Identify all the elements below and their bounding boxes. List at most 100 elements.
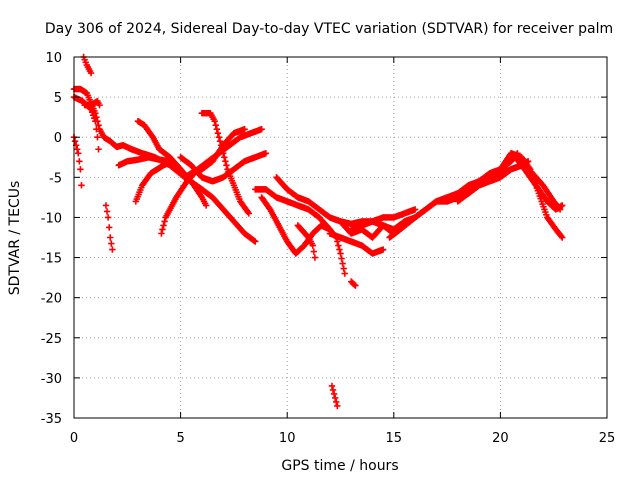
data-point: [214, 130, 222, 137]
series-arc-13: [198, 109, 253, 217]
data-point: [87, 69, 95, 77]
data-point: [331, 394, 339, 402]
data-point: [95, 146, 102, 153]
data-point: [75, 150, 82, 157]
series-arc-6: [102, 202, 116, 253]
data-point: [71, 138, 79, 145]
data-point: [168, 158, 176, 165]
x-tick-label: 10: [279, 431, 296, 446]
data-point: [77, 166, 84, 173]
y-axis-title: SDTVAR / TECUs: [7, 181, 23, 296]
data-point: [212, 121, 219, 129]
data-point: [221, 154, 228, 161]
data-point: [105, 224, 113, 231]
x-tick-label: 20: [492, 431, 509, 446]
data-point: [352, 282, 359, 289]
y-tick-label: 5: [54, 91, 62, 106]
y-tick-label: -15: [41, 252, 62, 267]
series-arc-7: [115, 154, 174, 169]
data-point: [93, 126, 100, 133]
data-point: [559, 234, 566, 241]
data-point: [220, 150, 227, 157]
chart-title: Day 306 of 2024, Sidereal Day-to-day VTE…: [45, 21, 613, 37]
data-point: [95, 121, 102, 129]
y-tick-label: -5: [49, 171, 62, 186]
series-arc-9: [132, 158, 176, 205]
series-arc-11: [177, 150, 270, 185]
data-point: [78, 182, 85, 189]
y-tick-label: 10: [45, 51, 62, 66]
x-tick-label: 25: [599, 431, 616, 446]
data-point: [310, 248, 318, 255]
data-point: [161, 218, 168, 225]
data-point: [333, 398, 340, 406]
x-axis-title: GPS time / hours: [281, 458, 398, 474]
data-point: [340, 265, 347, 272]
series-arc-5: [81, 97, 103, 109]
data-point: [262, 150, 270, 157]
data-point: [222, 158, 229, 165]
data-point: [215, 134, 223, 141]
data-point: [341, 270, 348, 277]
data-point: [556, 206, 564, 213]
data-point: [555, 205, 563, 212]
data-point: [252, 238, 259, 245]
y-tick-label: -20: [41, 292, 62, 307]
data-point: [102, 202, 110, 209]
series-arc-21: [347, 278, 359, 289]
y-tick-label: -10: [41, 211, 62, 226]
data-point: [351, 281, 358, 288]
data-point: [104, 214, 112, 221]
data-point: [311, 254, 319, 261]
data-point: [211, 117, 218, 125]
data-point: [223, 162, 230, 169]
y-tick-label: -30: [41, 372, 62, 387]
data-point: [76, 158, 83, 165]
data-point: [411, 206, 419, 213]
data-points: [70, 53, 566, 410]
series-arc-26: [328, 382, 341, 410]
series-arc-12: [181, 126, 248, 181]
data-point: [89, 111, 97, 119]
plot-border: [73, 56, 608, 419]
axis-ticks: 0 5 10 15 20 25 10 5 0 -5 -10 -15 -20 -25 -30 -35: [41, 51, 616, 446]
data-point: [329, 386, 337, 394]
data-point: [202, 202, 210, 209]
series-arc-18: [326, 230, 387, 257]
y-tick-label: 0: [54, 131, 62, 146]
data-point: [258, 126, 265, 133]
data-point: [216, 138, 224, 145]
y-tick-label: -25: [41, 332, 62, 347]
y-tick-label: -35: [41, 412, 62, 427]
series-arc-17: [294, 222, 319, 261]
x-tick-label: 15: [386, 431, 403, 446]
data-point: [107, 234, 114, 241]
data-point: [245, 210, 253, 217]
data-point: [108, 240, 115, 247]
data-point: [73, 146, 81, 153]
data-point: [218, 146, 226, 153]
data-point: [335, 242, 342, 249]
data-point: [94, 134, 101, 141]
data-point: [88, 108, 96, 116]
data-point: [92, 117, 99, 125]
data-point: [160, 222, 167, 229]
data-point: [158, 230, 165, 237]
data-point: [337, 250, 344, 257]
data-point: [339, 260, 346, 267]
data-point: [330, 390, 338, 398]
data-point: [336, 246, 343, 253]
data-point: [109, 246, 116, 253]
series-arc-14: [252, 186, 348, 277]
data-point: [96, 101, 103, 109]
data-point: [91, 114, 98, 122]
data-point: [558, 233, 565, 240]
data-point: [217, 142, 225, 149]
data-point: [159, 226, 166, 233]
data-point: [338, 255, 345, 262]
data-point: [379, 246, 387, 253]
x-tick-label: 5: [176, 431, 184, 446]
data-point: [328, 382, 336, 390]
